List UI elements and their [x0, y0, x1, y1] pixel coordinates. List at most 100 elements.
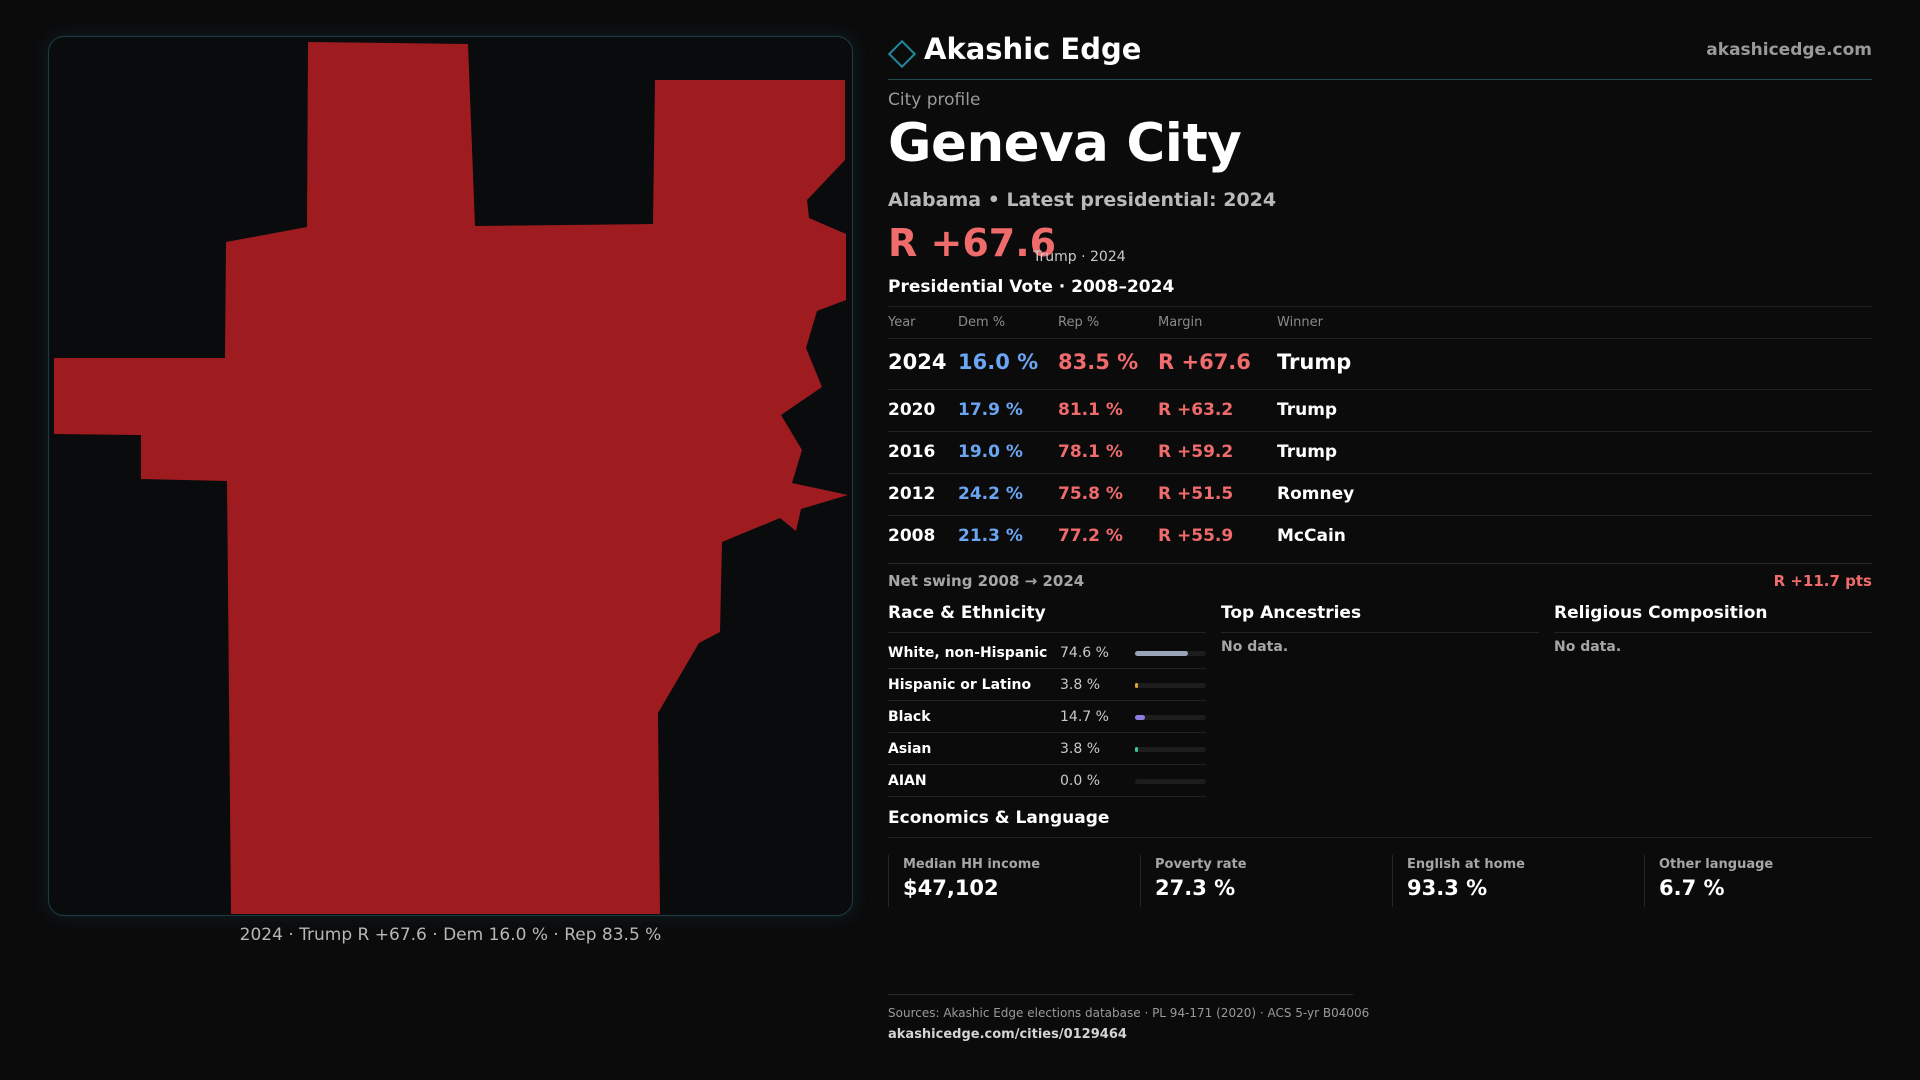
divider: [888, 632, 1206, 633]
stat-value: 27.3 %: [1155, 876, 1236, 900]
row-margin: R +63.2: [1158, 400, 1234, 420]
religion-section-title: Religious Composition: [1554, 603, 1768, 623]
net-swing-label: Net swing 2008 → 2024: [888, 572, 1085, 590]
row-winner: Trump: [1277, 350, 1352, 374]
table-row: 2008 21.3 % 77.2 % R +55.9 McCain: [888, 516, 1872, 558]
divider: [888, 994, 1353, 995]
row-winner: Trump: [1277, 400, 1338, 420]
latest-margin: R +67.6: [888, 221, 1057, 265]
divider: [888, 837, 1872, 838]
page-title: Geneva City: [888, 113, 1242, 174]
row-dem: 17.9 %: [958, 400, 1023, 420]
divider: [1221, 632, 1539, 633]
header-margin: Margin: [1158, 315, 1203, 330]
divider: [888, 563, 1872, 564]
economics-section-title: Economics & Language: [888, 808, 1110, 828]
divider: [1554, 632, 1872, 633]
row-rep: 77.2 %: [1058, 526, 1123, 546]
race-pct: 3.8 %: [1060, 677, 1101, 693]
race-row: Hispanic or Latino 3.8 %: [888, 669, 1206, 701]
profile-panel: Akashic Edge akashicedge.com City profil…: [887, 0, 1874, 1080]
row-rep: 78.1 %: [1058, 442, 1123, 462]
race-row: White, non-Hispanic 74.6 %: [888, 637, 1206, 669]
row-winner: Trump: [1277, 442, 1338, 462]
race-bar-fill: [1135, 747, 1138, 752]
race-pct: 74.6 %: [1060, 645, 1109, 661]
table-row: 2016 19.0 % 78.1 % R +59.2 Trump: [888, 432, 1872, 474]
row-margin: R +55.9: [1158, 526, 1234, 546]
header-rep: Rep %: [1058, 315, 1100, 330]
row-dem: 24.2 %: [958, 484, 1023, 504]
stat-label: Median HH income: [903, 857, 1041, 872]
header-winner: Winner: [1277, 315, 1324, 330]
race-name: AIAN: [888, 773, 927, 789]
site-link[interactable]: akashicedge.com: [1706, 40, 1872, 60]
stat-value: 6.7 %: [1659, 876, 1725, 900]
row-year: 2020: [888, 400, 936, 420]
race-bar-track: [1135, 779, 1206, 784]
table-row: 2020 17.9 % 81.1 % R +63.2 Trump: [888, 390, 1872, 432]
latest-margin-note: Trump · 2024: [1033, 249, 1126, 265]
ancestries-empty: No data.: [1221, 639, 1289, 655]
race-bar-fill: [1135, 683, 1138, 688]
stat-card-poverty-rate: Poverty rate 27.3 %: [1140, 855, 1370, 907]
row-winner: McCain: [1277, 526, 1346, 546]
brand-name[interactable]: Akashic Edge: [924, 32, 1142, 66]
row-margin: R +51.5: [1158, 484, 1234, 504]
vote-table: Year Dem % Rep % Margin Winner 2024 16.0…: [888, 306, 1872, 558]
page-subtitle: Alabama • Latest presidential: 2024: [888, 189, 1277, 211]
race-section-title: Race & Ethnicity: [888, 603, 1046, 623]
race-bar-track: [1135, 651, 1206, 656]
stat-card-english-at-home: English at home 93.3 %: [1392, 855, 1622, 907]
diamond-logo-icon: [887, 39, 917, 69]
stat-card-median-income: Median HH income $47,102: [888, 855, 1118, 907]
race-bar-track: [1135, 683, 1206, 688]
stat-value: 93.3 %: [1407, 876, 1488, 900]
race-row: AIAN 0.0 %: [888, 765, 1206, 797]
race-name: White, non-Hispanic: [888, 645, 1048, 661]
race-pct: 14.7 %: [1060, 709, 1109, 725]
header: Akashic Edge akashicedge.com: [887, 32, 1872, 80]
city-url-link[interactable]: akashicedge.com/cities/0129464: [888, 1027, 1127, 1042]
race-name: Asian: [888, 741, 932, 757]
city-boundary-map: [48, 36, 853, 916]
stat-label: Other language: [1659, 857, 1774, 872]
row-year: 2008: [888, 526, 936, 546]
row-dem: 19.0 %: [958, 442, 1023, 462]
race-row: Asian 3.8 %: [888, 733, 1206, 765]
row-margin: R +59.2: [1158, 442, 1234, 462]
vote-section-title: Presidential Vote · 2008–2024: [888, 277, 1175, 297]
map-caption: 2024 · Trump R +67.6 · Dem 16.0 % · Rep …: [239, 925, 662, 945]
race-name: Black: [888, 709, 931, 725]
race-bar-track: [1135, 715, 1206, 720]
race-bar-fill: [1135, 715, 1146, 720]
race-pct: 3.8 %: [1060, 741, 1101, 757]
row-year: 2024: [888, 350, 947, 374]
header-year: Year: [888, 315, 916, 330]
row-dem: 16.0 %: [958, 350, 1039, 374]
row-margin: R +67.6: [1158, 350, 1251, 374]
row-winner: Romney: [1277, 484, 1355, 504]
row-rep: 83.5 %: [1058, 350, 1139, 374]
race-bar-fill: [1135, 651, 1188, 656]
table-row: 2012 24.2 % 75.8 % R +51.5 Romney: [888, 474, 1872, 516]
race-pct: 0.0 %: [1060, 773, 1101, 789]
stat-card-other-language: Other language 6.7 %: [1644, 855, 1874, 907]
race-name: Hispanic or Latino: [888, 677, 1032, 693]
row-rep: 81.1 %: [1058, 400, 1123, 420]
ancestries-section-title: Top Ancestries: [1221, 603, 1362, 623]
stat-label: English at home: [1407, 857, 1525, 872]
city-boundary-shape: [54, 42, 848, 914]
row-dem: 21.3 %: [958, 526, 1023, 546]
race-bar-track: [1135, 747, 1206, 752]
table-row: 2024 16.0 % 83.5 % R +67.6 Trump: [888, 339, 1872, 390]
net-swing-value: R +11.7 pts: [1773, 572, 1872, 590]
stat-label: Poverty rate: [1155, 857, 1247, 872]
vote-table-header: Year Dem % Rep % Margin Winner: [888, 307, 1872, 339]
page-eyebrow: City profile: [888, 90, 981, 110]
row-year: 2012: [888, 484, 936, 504]
sources-text: Sources: Akashic Edge elections database…: [888, 1006, 1370, 1020]
row-rep: 75.8 %: [1058, 484, 1123, 504]
header-dem: Dem %: [958, 315, 1006, 330]
race-row: Black 14.7 %: [888, 701, 1206, 733]
